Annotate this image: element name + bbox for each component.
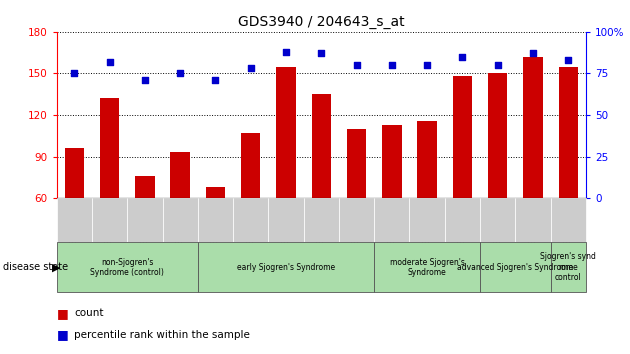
Bar [515,198,551,242]
Bar [92,198,127,242]
Bar [480,242,551,292]
Text: count: count [74,308,104,318]
Bar [198,198,233,242]
Bar [524,57,542,198]
Point [140,77,150,83]
Text: ■: ■ [57,328,69,341]
Text: ▶: ▶ [52,262,60,272]
Point [387,62,397,68]
Bar [206,187,225,198]
Bar [551,198,586,242]
Bar [559,67,578,198]
Point [422,62,432,68]
Bar [304,198,339,242]
Bar [312,94,331,198]
Point [210,77,220,83]
Bar [65,148,84,198]
Point [563,57,573,63]
Bar [339,198,374,242]
Text: Sjogren's synd
rome
control: Sjogren's synd rome control [541,252,596,282]
Point [175,71,185,76]
Bar [374,242,480,292]
Bar [374,198,410,242]
Bar [163,198,198,242]
Point [316,51,326,56]
Bar [268,198,304,242]
Bar [277,67,295,198]
Bar [488,74,507,198]
Bar [241,133,260,198]
Bar [100,98,119,198]
Text: ■: ■ [57,307,69,320]
Text: advanced Sjogren's Syndrome: advanced Sjogren's Syndrome [457,263,573,272]
Point [69,71,79,76]
Text: early Sjogren's Syndrome: early Sjogren's Syndrome [237,263,335,272]
Bar [418,121,437,198]
Text: disease state: disease state [3,262,68,272]
Title: GDS3940 / 204643_s_at: GDS3940 / 204643_s_at [238,16,404,29]
Text: percentile rank within the sample: percentile rank within the sample [74,330,250,339]
Bar [127,198,163,242]
Point [281,49,291,55]
Bar [453,76,472,198]
Bar [347,129,366,198]
Bar [171,153,190,198]
Bar [445,198,480,242]
Bar [57,242,198,292]
Bar [382,125,401,198]
Bar [57,198,92,242]
Point [246,65,256,71]
Bar [480,198,515,242]
Point [493,62,503,68]
Point [352,62,362,68]
Bar [410,198,445,242]
Text: moderate Sjogren's
Syndrome: moderate Sjogren's Syndrome [390,258,464,277]
Point [457,54,467,59]
Bar [135,176,154,198]
Text: non-Sjogren's
Syndrome (control): non-Sjogren's Syndrome (control) [90,258,164,277]
Point [528,51,538,56]
Bar [233,198,268,242]
Bar [198,242,374,292]
Point [105,59,115,65]
Bar [551,242,586,292]
